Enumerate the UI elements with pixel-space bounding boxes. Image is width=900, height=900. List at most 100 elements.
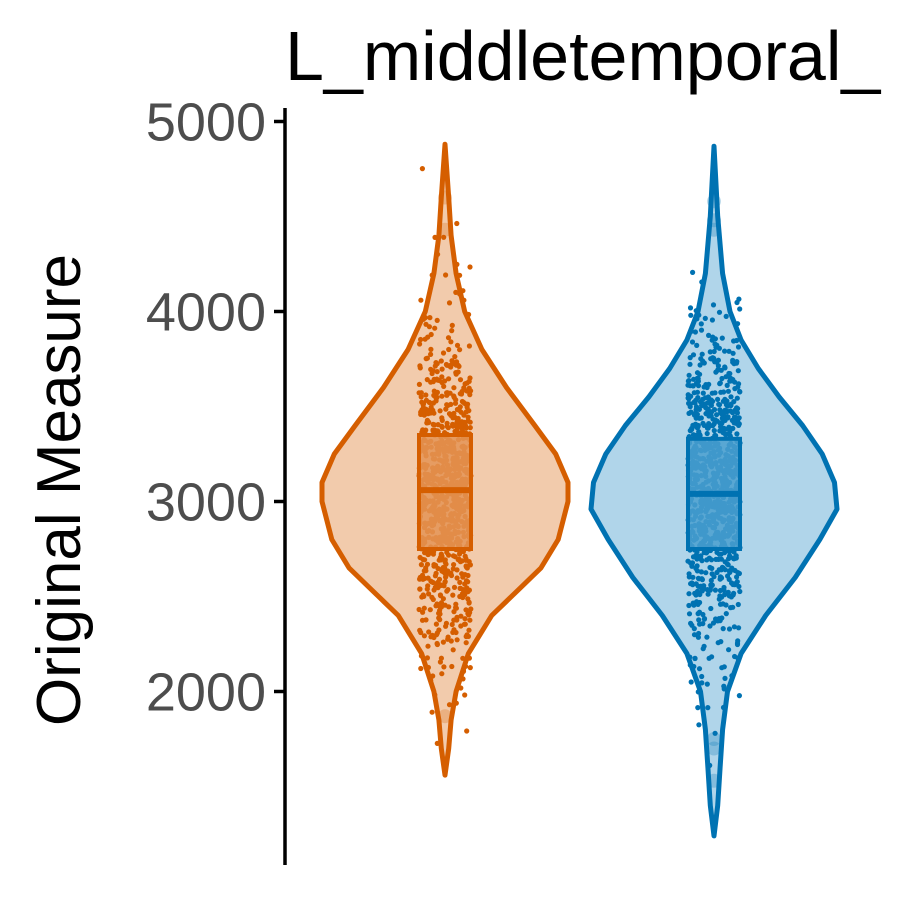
- data-point: [427, 315, 433, 321]
- data-point: [737, 588, 743, 595]
- data-point: [700, 358, 706, 364]
- data-point: [438, 358, 444, 364]
- data-point: [697, 621, 703, 627]
- data-point: [452, 354, 458, 360]
- data-point: [698, 321, 704, 327]
- data-point: [463, 425, 469, 431]
- data-point: [686, 602, 692, 609]
- data-point: [704, 430, 710, 437]
- data-point: [451, 584, 458, 591]
- data-point: [695, 689, 701, 695]
- data-point: [736, 625, 742, 631]
- data-point: [715, 396, 721, 402]
- data-point: [686, 571, 692, 577]
- data-point: [727, 568, 734, 574]
- data-point: [434, 376, 440, 382]
- data-point: [439, 567, 445, 573]
- data-point: [434, 601, 440, 607]
- data-point: [694, 342, 700, 348]
- data-point: [431, 587, 437, 593]
- data-point: [736, 570, 743, 577]
- y-axis-ticks: 2000 3000 4000 5000: [146, 93, 285, 723]
- data-point: [692, 655, 698, 662]
- data-point: [723, 611, 729, 617]
- data-point: [697, 371, 703, 377]
- data-point: [442, 378, 448, 384]
- data-point: [444, 549, 450, 556]
- data-point: [461, 385, 467, 391]
- data-point: [721, 587, 727, 593]
- data-point: [467, 264, 473, 270]
- data-point: [452, 400, 459, 406]
- data-point: [696, 666, 703, 672]
- data-point: [454, 220, 460, 227]
- data-point: [449, 322, 455, 328]
- data-point: [699, 279, 705, 285]
- data-point: [457, 551, 463, 557]
- data-point: [703, 550, 710, 556]
- data-point: [435, 565, 441, 572]
- y-axis-label: Original Measure: [25, 254, 94, 726]
- data-point: [734, 641, 741, 648]
- data-point: [706, 421, 712, 427]
- data-point: [707, 349, 713, 355]
- data-point: [705, 425, 711, 431]
- outlier-point: [707, 222, 721, 237]
- outlier-point: [438, 222, 452, 237]
- data-point: [730, 350, 736, 356]
- data-point: [691, 632, 698, 638]
- data-point: [458, 685, 464, 691]
- data-point: [726, 556, 732, 562]
- data-point: [705, 394, 711, 400]
- data-point: [434, 390, 440, 396]
- data-point: [691, 626, 697, 632]
- data-point: [693, 397, 699, 403]
- data-point: [446, 300, 453, 306]
- data-point: [465, 633, 471, 640]
- data-point: [701, 643, 707, 649]
- data-point: [454, 614, 460, 620]
- data-point: [429, 272, 435, 278]
- data-point: [688, 312, 694, 318]
- data-point: [450, 647, 456, 653]
- data-point: [726, 370, 732, 377]
- data-point: [704, 634, 710, 640]
- data-point: [451, 609, 457, 615]
- data-point: [443, 272, 449, 278]
- data-point: [688, 328, 694, 334]
- data-point: [726, 626, 733, 632]
- data-point: [732, 555, 738, 561]
- data-point: [458, 613, 464, 619]
- data-point: [450, 629, 456, 636]
- data-point: [722, 675, 728, 682]
- data-point: [445, 587, 451, 593]
- data-point: [454, 261, 460, 267]
- data-point: [418, 665, 424, 672]
- data-point: [427, 607, 433, 613]
- data-point: [706, 332, 712, 338]
- data-point: [428, 351, 434, 357]
- data-point: [696, 617, 702, 623]
- data-point: [718, 389, 724, 395]
- data-point: [708, 577, 714, 584]
- data-point: [428, 346, 434, 352]
- data-point: [722, 348, 728, 354]
- data-point: [432, 234, 438, 240]
- data-point: [418, 336, 424, 343]
- data-point: [425, 643, 431, 649]
- data-point: [710, 302, 717, 308]
- data-point: [449, 663, 455, 670]
- data-point: [460, 288, 466, 294]
- data-point: [704, 557, 710, 563]
- data-point: [433, 570, 439, 577]
- data-point: [430, 421, 436, 427]
- data-point: [706, 381, 712, 387]
- data-point: [453, 605, 459, 611]
- data-point: [444, 420, 450, 426]
- data-point: [446, 702, 453, 708]
- data-point: [711, 574, 717, 580]
- data-point: [457, 579, 463, 586]
- data-point: [453, 362, 459, 368]
- y-tick-label: 3000: [146, 473, 266, 533]
- data-point: [443, 406, 449, 412]
